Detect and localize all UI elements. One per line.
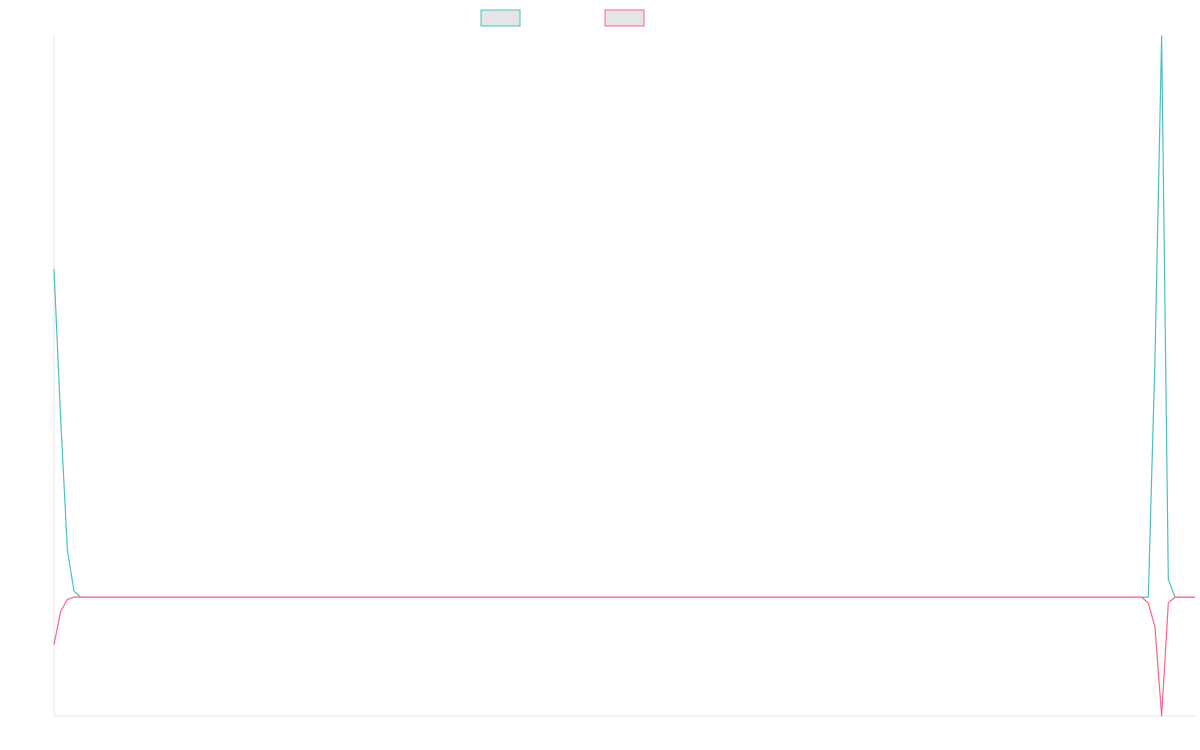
legend-swatch-0 [480, 9, 521, 27]
legend [480, 9, 645, 27]
series-line-1[interactable] [53, 596, 1195, 717]
plot-area [53, 35, 1195, 717]
legend-item-0[interactable] [480, 9, 521, 27]
series-line-0[interactable] [53, 35, 1195, 598]
axes [53, 36, 1195, 717]
legend-item-1[interactable] [604, 9, 645, 27]
legend-swatch-1 [604, 9, 645, 27]
